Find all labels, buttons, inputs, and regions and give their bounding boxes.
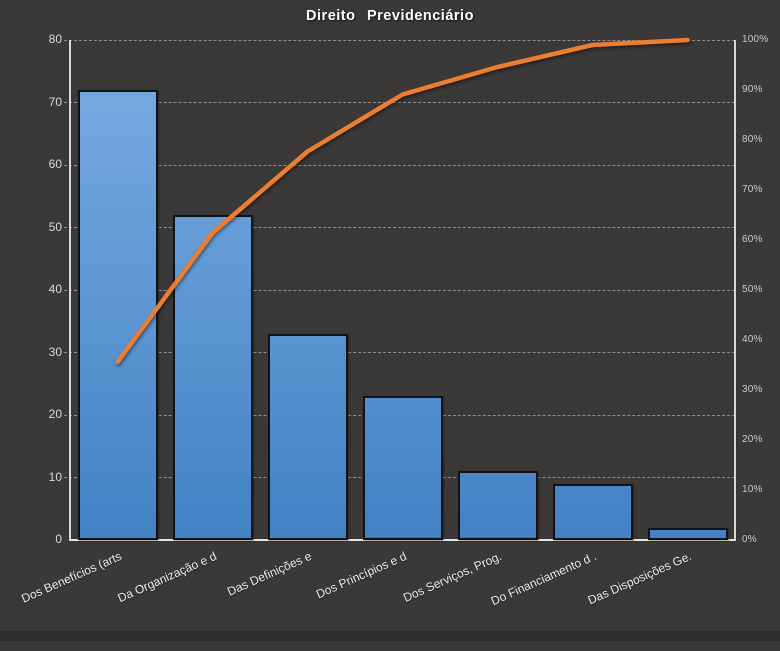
bar-6	[552, 483, 633, 540]
left-axis-line	[69, 40, 71, 541]
y-axis-right-tick-label: 0%	[742, 534, 757, 545]
bar-5	[457, 471, 538, 540]
gridline-60	[64, 164, 735, 166]
gridline-80	[64, 39, 735, 41]
bar-3	[267, 333, 348, 540]
y-axis-left-tick-label: 10	[48, 469, 62, 484]
y-axis-right-tick-label: 40%	[742, 334, 763, 345]
y-axis-right-tick-label: 50%	[742, 284, 763, 295]
bar-7	[647, 527, 728, 540]
bottom-edge-strip	[0, 631, 780, 641]
y-axis-right-tick-label: 30%	[742, 384, 763, 395]
gridline-30	[64, 352, 735, 353]
y-axis-left-tick-label: 30	[48, 344, 62, 359]
gridline-70	[64, 102, 735, 103]
y-axis-left-tick-label: 70	[48, 94, 62, 109]
y-axis-right-tick-label: 90%	[742, 84, 763, 95]
y-axis-left-tick-label: 50	[48, 219, 62, 234]
y-axis-right-tick-label: 70%	[742, 184, 763, 195]
y-axis-right-tick-label: 60%	[742, 234, 763, 245]
y-axis-left-tick-label: 20	[48, 407, 62, 421]
y-axis-right-tick-label: 20%	[742, 434, 763, 445]
y-axis-right-tick-label: 80%	[742, 134, 763, 145]
right-axis-line	[734, 40, 736, 541]
bar-4	[362, 396, 443, 540]
y-axis-left-tick-label: 80	[48, 32, 62, 46]
gridline-40	[64, 289, 735, 291]
y-axis-right-tick-label: 10%	[742, 484, 763, 495]
bottom-axis-line	[69, 539, 736, 541]
y-axis-left-tick-label: 60	[48, 157, 62, 171]
chart-title: Direito Previdenciário	[306, 8, 474, 24]
y-axis-right-tick-label: 100%	[742, 34, 769, 45]
bar-1	[77, 90, 158, 540]
y-axis-left-tick-label: 40	[48, 282, 62, 296]
y-axis-left-tick-label: 0	[55, 532, 62, 546]
gridline-50	[64, 227, 735, 228]
bar-2	[172, 215, 253, 540]
